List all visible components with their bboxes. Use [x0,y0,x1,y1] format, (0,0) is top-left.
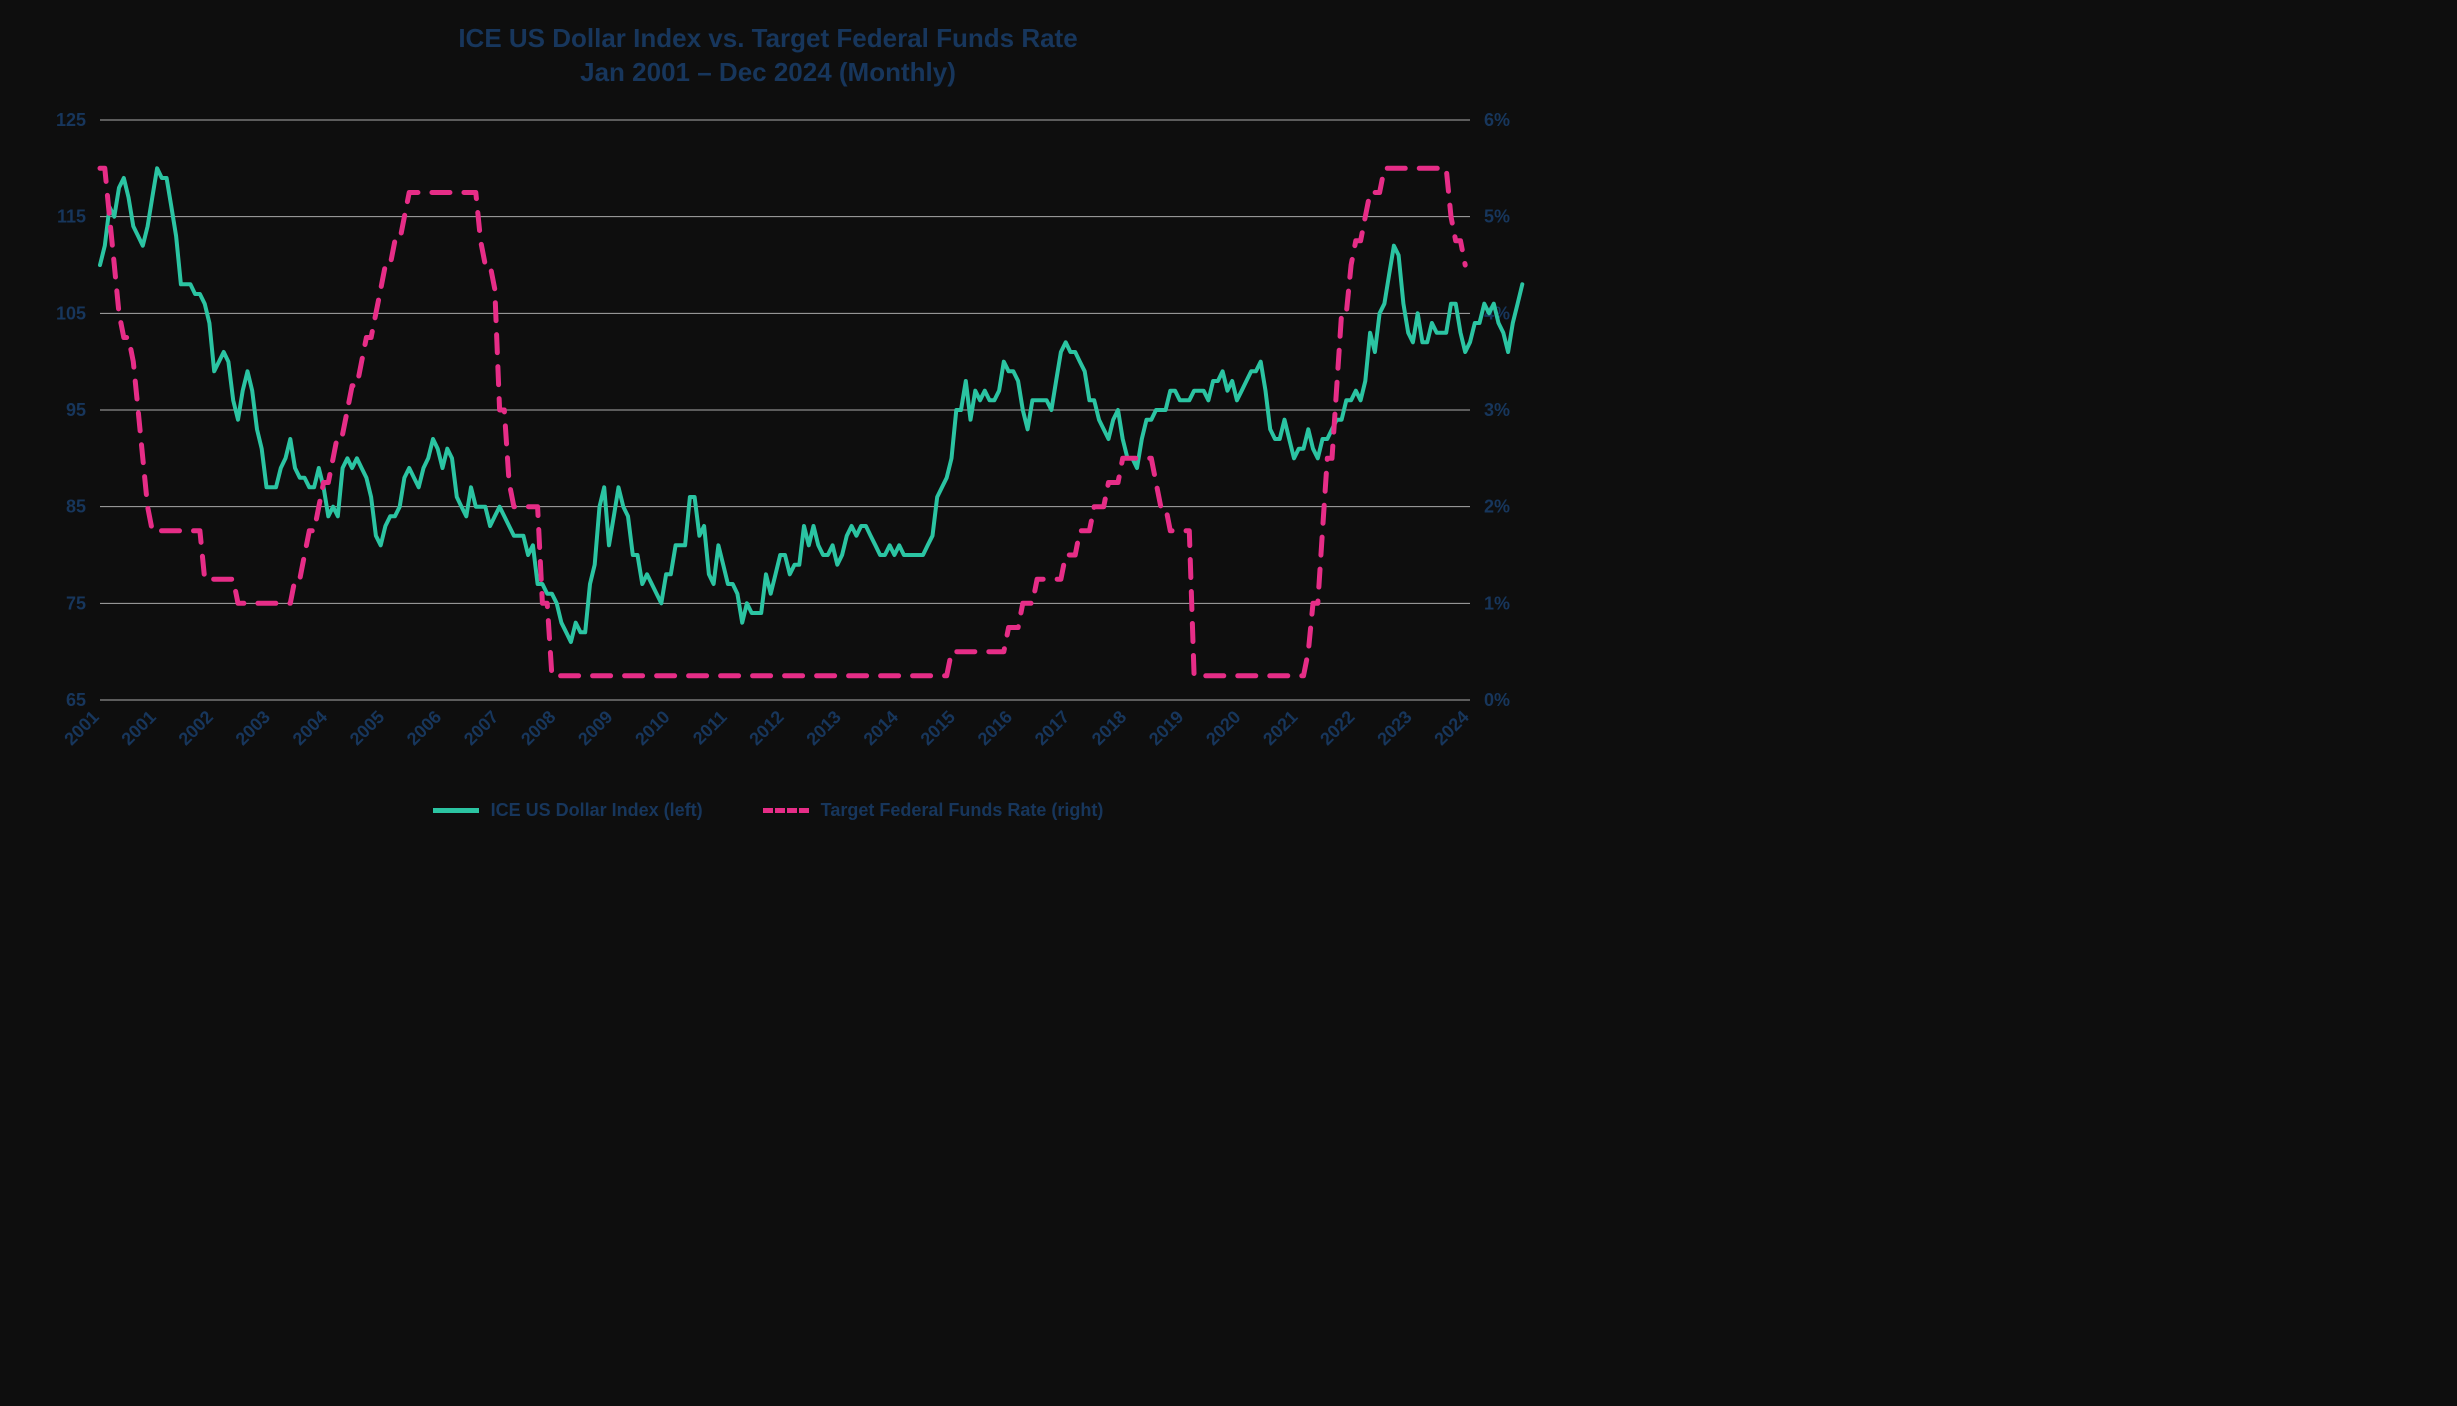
legend-swatch [433,808,479,813]
x-tick-label: 2015 [917,707,959,749]
y-left-tick-label: 95 [66,400,86,420]
chart-container: ICE US Dollar Index vs. Target Federal F… [0,0,1536,860]
legend-item: ICE US Dollar Index (left) [433,800,703,821]
chart-legend: ICE US Dollar Index (left) Target Federal… [0,800,1536,821]
x-tick-label: 2011 [689,707,731,749]
x-tick-label: 2004 [289,707,331,749]
series-line [100,168,1465,676]
y-left-tick-label: 105 [56,303,86,323]
x-tick-label: 2002 [175,707,217,749]
y-left-tick-label: 65 [66,690,86,710]
y-right-tick-label: 6% [1484,110,1510,130]
x-tick-label: 2013 [802,707,844,749]
y-right-tick-label: 5% [1484,207,1510,227]
x-tick-label: 2009 [574,707,616,749]
x-tick-label: 2021 [1259,707,1301,749]
y-right-tick-label: 0% [1484,690,1510,710]
x-tick-label: 2016 [974,707,1016,749]
x-tick-label: 2003 [232,707,274,749]
y-left-tick-label: 125 [56,110,86,130]
x-tick-label: 2022 [1316,707,1358,749]
y-right-tick-label: 1% [1484,593,1510,613]
series-line [100,168,1522,642]
legend-swatch [763,808,809,813]
x-tick-label: 2006 [403,707,445,749]
x-tick-label: 2001 [60,707,102,749]
x-tick-label: 2012 [745,707,787,749]
x-tick-label: 2019 [1145,707,1187,749]
legend-item: Target Federal Funds Rate (right) [763,800,1104,821]
x-tick-label: 2017 [1031,707,1073,749]
x-tick-label: 2023 [1373,707,1415,749]
y-left-tick-label: 85 [66,497,86,517]
x-tick-label: 2010 [631,707,673,749]
y-left-tick-label: 75 [66,593,86,613]
y-right-tick-label: 3% [1484,400,1510,420]
x-tick-label: 2024 [1430,707,1472,749]
x-tick-label: 2008 [517,707,559,749]
legend-label: ICE US Dollar Index (left) [491,800,703,821]
y-right-tick-label: 2% [1484,497,1510,517]
y-left-tick-label: 115 [57,207,86,227]
x-tick-label: 2001 [117,707,159,749]
legend-label: Target Federal Funds Rate (right) [821,800,1104,821]
chart-svg: 657585951051151250%1%2%3%4%5%6%200120012… [0,0,1536,860]
x-tick-label: 2018 [1088,707,1130,749]
x-tick-label: 2014 [860,707,902,749]
x-tick-label: 2020 [1202,707,1244,749]
x-tick-label: 2007 [460,707,502,749]
x-tick-label: 2005 [346,707,388,749]
